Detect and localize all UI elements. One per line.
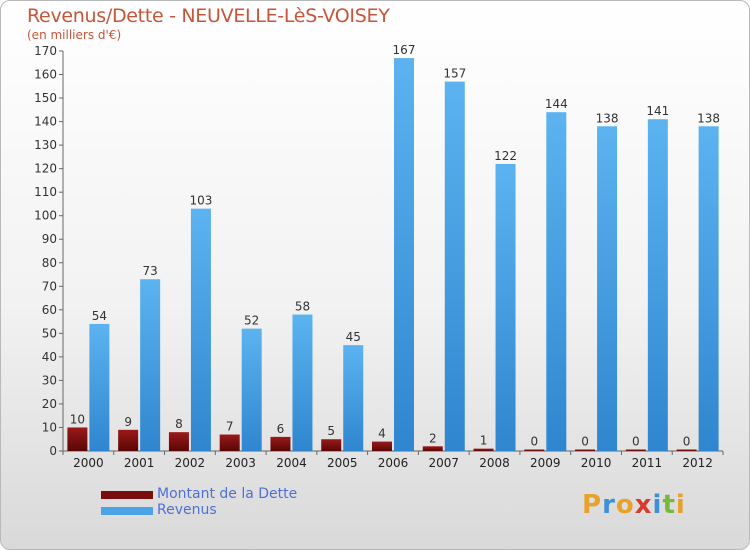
bar-dette — [575, 449, 596, 451]
data-label-revenus: 54 — [92, 309, 107, 323]
logo-letter: i — [652, 490, 663, 520]
y-tick-label: 30 — [42, 373, 57, 387]
bar-dette — [625, 449, 646, 451]
y-tick-label: 70 — [42, 279, 57, 293]
data-label-dette: 8 — [175, 417, 183, 431]
x-tick-label: 2004 — [276, 456, 307, 470]
data-label-dette: 0 — [581, 435, 589, 449]
y-tick-label: 160 — [34, 68, 57, 82]
bar-dette — [270, 436, 291, 451]
x-tick-label: 2000 — [73, 456, 104, 470]
y-tick-label: 170 — [34, 44, 57, 58]
data-label-revenus: 122 — [494, 149, 517, 163]
bar-dette — [473, 448, 494, 451]
data-label-dette: 1 — [480, 434, 488, 448]
bar-revenus — [546, 112, 567, 452]
data-label-dette: 6 — [277, 422, 285, 436]
data-label-dette: 10 — [70, 412, 85, 426]
logo-letter: r — [602, 490, 616, 520]
legend-swatch-dette — [101, 491, 153, 499]
chart-subtitle: (en milliers d'€) — [27, 28, 122, 42]
data-label-dette: 7 — [226, 420, 234, 434]
data-label-dette: 2 — [429, 431, 437, 445]
data-label-revenus: 45 — [346, 330, 361, 344]
data-label-revenus: 157 — [443, 67, 466, 81]
data-label-dette: 0 — [530, 435, 538, 449]
logo-letter: i — [675, 490, 686, 520]
bar-dette — [676, 449, 697, 451]
x-tick-label: 2003 — [225, 456, 256, 470]
logo-letter: P — [582, 490, 603, 520]
bar-dette — [321, 439, 342, 451]
x-tick-label: 2002 — [175, 456, 206, 470]
data-label-revenus: 138 — [697, 111, 720, 125]
proxiti-logo: Proxiti — [582, 490, 686, 520]
y-tick-label: 0 — [49, 444, 57, 458]
bar-revenus — [647, 119, 668, 451]
data-label-revenus: 141 — [646, 104, 669, 118]
bar-revenus — [89, 323, 110, 451]
y-tick-label: 140 — [34, 115, 57, 129]
y-tick-label: 10 — [42, 420, 57, 434]
bar-dette — [168, 432, 189, 451]
legend-label-revenus: Revenus — [157, 502, 217, 518]
bar-revenus — [495, 163, 516, 452]
data-label-dette: 0 — [632, 435, 640, 449]
y-tick-label: 130 — [34, 138, 57, 152]
y-tick-label: 60 — [42, 303, 57, 317]
x-tick-label: 2001 — [124, 456, 155, 470]
data-label-revenus: 52 — [244, 314, 259, 328]
x-tick-label: 2009 — [530, 456, 561, 470]
bar-revenus — [241, 328, 262, 451]
x-tick-label: 2011 — [632, 456, 663, 470]
bar-dette — [219, 434, 240, 451]
bar-revenus — [394, 58, 414, 451]
bar-revenus — [190, 208, 211, 451]
y-tick-label: 100 — [34, 209, 57, 223]
chart-title: Revenus/Dette - NEUVELLE-LèS-VOISEY — [27, 5, 390, 27]
bar-dette — [372, 441, 392, 451]
legend-label-dette: Montant de la Dette — [157, 486, 298, 502]
x-tick-label: 2008 — [479, 456, 510, 470]
bar-dette — [524, 449, 545, 451]
bar-dette — [422, 446, 443, 451]
x-tick-label: 2012 — [682, 456, 713, 470]
logo-letter: o — [615, 490, 635, 520]
y-tick-label: 40 — [42, 350, 57, 364]
logo-letter: x — [634, 490, 653, 520]
y-tick-label: 80 — [42, 256, 57, 270]
y-tick-label: 20 — [42, 397, 57, 411]
data-label-dette: 5 — [327, 424, 335, 438]
legend-swatch-revenus — [101, 507, 153, 515]
data-label-revenus: 73 — [143, 264, 158, 278]
logo-letter: t — [662, 490, 676, 520]
data-label-revenus: 138 — [596, 111, 619, 125]
y-tick-label: 90 — [42, 232, 57, 246]
data-label-revenus: 167 — [393, 43, 416, 57]
x-tick-label: 2005 — [327, 456, 358, 470]
data-label-revenus: 144 — [545, 97, 568, 111]
y-tick-label: 110 — [34, 185, 57, 199]
y-tick-label: 120 — [34, 162, 57, 176]
bar-dette — [67, 427, 88, 451]
y-tick-label: 150 — [34, 91, 57, 105]
bar-revenus — [343, 345, 364, 451]
bar-revenus — [444, 81, 465, 452]
bar-revenus — [698, 126, 719, 451]
bar-dette — [118, 429, 139, 451]
bar-revenus — [292, 314, 313, 451]
bar-revenus — [140, 279, 161, 451]
x-tick-label: 2006 — [378, 456, 409, 470]
bar-revenus — [597, 126, 618, 451]
data-label-dette: 0 — [683, 435, 691, 449]
data-label-revenus: 103 — [189, 194, 212, 208]
x-tick-label: 2007 — [428, 456, 459, 470]
x-tick-label: 2010 — [581, 456, 612, 470]
data-label-dette: 9 — [124, 415, 132, 429]
data-label-dette: 4 — [378, 427, 386, 441]
data-label-revenus: 58 — [295, 300, 310, 314]
y-tick-label: 50 — [42, 326, 57, 340]
